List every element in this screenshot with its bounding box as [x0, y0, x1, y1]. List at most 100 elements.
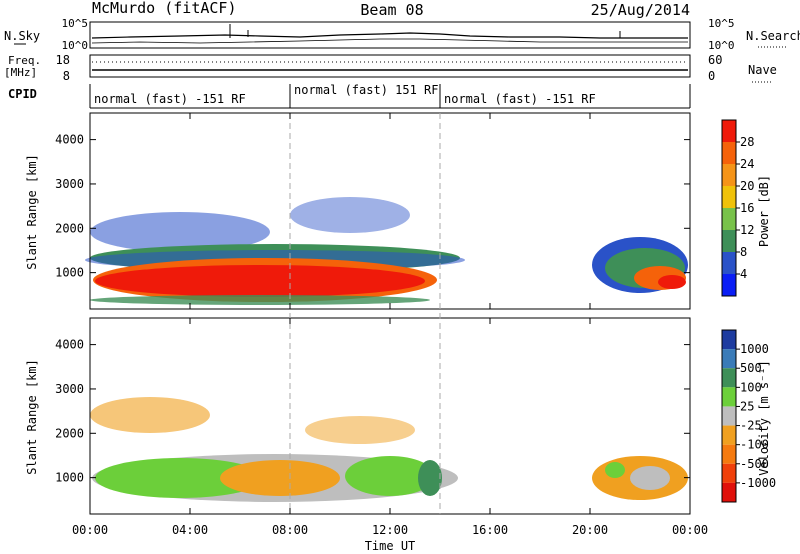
- power-weak-scatter: [90, 212, 270, 252]
- cpid-row: CPID normal (fast) -151 RF normal (fast)…: [8, 83, 691, 109]
- colorbar-tick-label: 500: [740, 361, 762, 375]
- y-tick-label: 4000: [55, 338, 84, 352]
- colorbar-tick-label: -500: [740, 457, 769, 471]
- x-tick-label: 12:00: [372, 523, 408, 537]
- colorbar-swatch: [722, 444, 736, 464]
- velocity-y-axis: 1000 2000 3000 4000: [55, 338, 690, 485]
- colorbar-swatch: [722, 274, 736, 296]
- colorbar-swatch: [722, 186, 736, 208]
- cpid-label: CPID: [8, 87, 37, 101]
- y-tick-label: 2000: [55, 426, 84, 440]
- colorbar-swatch: [722, 387, 736, 407]
- velocity-scatter: [90, 397, 210, 433]
- search-trace: [91, 38, 688, 44]
- velocity-afternoon-patch: [630, 466, 670, 490]
- velocity-main-band: [418, 460, 442, 496]
- freq-left-tick-top: 18: [56, 53, 70, 67]
- velocity-colorbar-label: Velocity [m s⁻¹]: [757, 360, 771, 476]
- x-tick-label: 00:00: [672, 523, 708, 537]
- y-tick-label: 4000: [55, 133, 84, 147]
- freq-right-tick-bottom: 0: [708, 69, 715, 83]
- cpid-segment-1: normal (fast) 151 RF: [294, 83, 439, 97]
- y-tick-label: 2000: [55, 221, 84, 235]
- y-tick-label: 3000: [55, 177, 84, 191]
- sky-right-tick-bottom: 10^0: [708, 39, 735, 52]
- colorbar-tick-label: 8: [740, 245, 747, 259]
- freq-panel: Freq. [MHz] 18 8 60 0 Nave: [4, 53, 777, 83]
- power-main-band-core: [95, 265, 425, 297]
- velocity-colorbar: 1000 500 100 25 -25 -100 -500 -1000: [721, 329, 776, 503]
- power-colorbar-label: Power [dB]: [757, 175, 771, 247]
- velocity-afternoon-patch: [605, 462, 625, 478]
- velocity-y-axis-label: Slant Range [km]: [25, 359, 39, 475]
- freq-label-line2: [MHz]: [4, 66, 37, 79]
- colorbar-tick-label: 1000: [740, 342, 769, 356]
- power-weak-scatter: [290, 197, 410, 233]
- colorbar-swatch: [722, 482, 736, 502]
- x-axis-label: Time UT: [365, 539, 416, 553]
- colorbar-tick-label: 4: [740, 267, 747, 281]
- sky-trace: [91, 32, 688, 39]
- sky-left-label: N.Sky: [4, 29, 40, 43]
- colorbar-swatch: [722, 368, 736, 388]
- y-tick-label: 3000: [55, 382, 84, 396]
- cpid-segment-0: normal (fast) -151 RF: [94, 92, 246, 106]
- x-tick-label: 16:00: [472, 523, 508, 537]
- colorbar-tick-label: 20: [740, 179, 754, 193]
- freq-right-tick-top: 60: [708, 53, 722, 67]
- power-colorbar: 4 8 12 16 20 24 28: [721, 119, 754, 297]
- power-y-axis-label: Slant Range [km]: [25, 154, 39, 270]
- power-lower-edge: [90, 295, 430, 305]
- colorbar-swatch: [722, 120, 736, 142]
- colorbar-swatch: [722, 330, 736, 350]
- colorbar-swatch: [722, 252, 736, 274]
- power-y-axis: 1000 2000 3000 4000: [55, 133, 690, 280]
- freq-panel-frame: [89, 54, 691, 78]
- colorbar-swatch: [722, 230, 736, 252]
- sky-left-tick-top: 10^5: [62, 17, 89, 30]
- x-axis: 00:00 04:00 08:00 12:00 16:00 20:00 00:00: [72, 113, 708, 537]
- colorbar-swatch: [722, 208, 736, 230]
- colorbar-swatch: [722, 349, 736, 369]
- sky-left-tick-bottom: 10^0: [62, 39, 89, 52]
- freq-left-tick-bottom: 8: [63, 69, 70, 83]
- sky-panel-frame: [89, 21, 691, 49]
- colorbar-tick-label: -1000: [740, 476, 776, 490]
- colorbar-swatch: [722, 463, 736, 483]
- colorbar-swatch: [722, 425, 736, 445]
- colorbar-swatch: [722, 164, 736, 186]
- colorbar-tick-label: 25: [740, 399, 754, 413]
- sky-panel: N.Sky 10^5 10^0 10^5 10^0 N.Search: [4, 17, 800, 52]
- colorbar-swatch: [722, 406, 736, 426]
- colorbar-tick-label: 100: [740, 380, 762, 394]
- beam-title: Beam 08: [360, 1, 423, 19]
- colorbar-tick-label: 16: [740, 201, 754, 215]
- freq-label-line1: Freq.: [8, 54, 41, 67]
- power-data: [85, 197, 688, 305]
- station-title: McMurdo (fitACF): [92, 0, 237, 17]
- velocity-main-band: [220, 460, 340, 496]
- colorbar-swatch: [722, 142, 736, 164]
- colorbar-frame: [721, 329, 737, 503]
- x-tick-label: 20:00: [572, 523, 608, 537]
- x-tick-label: 00:00: [72, 523, 108, 537]
- sky-right-label: N.Search: [746, 29, 800, 43]
- colorbar-tick-label: -100: [740, 438, 769, 452]
- velocity-main-band: [345, 456, 435, 496]
- colorbar-tick-label: 28: [740, 135, 754, 149]
- velocity-main-band: [95, 458, 265, 498]
- y-tick-label: 1000: [55, 266, 84, 280]
- sky-right-tick-top: 10^5: [708, 17, 735, 30]
- colorbar-tick-label: 24: [740, 157, 754, 171]
- date-title: 25/Aug/2014: [591, 1, 690, 19]
- colorbar-tick-label: -25: [740, 419, 762, 433]
- velocity-panel: 1000 2000 3000 4000: [55, 317, 691, 515]
- cpid-segment-2: normal (fast) -151 RF: [444, 92, 596, 106]
- colorbar-tick-label: 12: [740, 223, 754, 237]
- power-panel: 1000 2000 3000 4000: [55, 112, 691, 310]
- power-afternoon-patch: [658, 275, 686, 289]
- nave-label: Nave: [748, 63, 777, 77]
- x-tick-label: 04:00: [172, 523, 208, 537]
- y-tick-label: 1000: [55, 471, 84, 485]
